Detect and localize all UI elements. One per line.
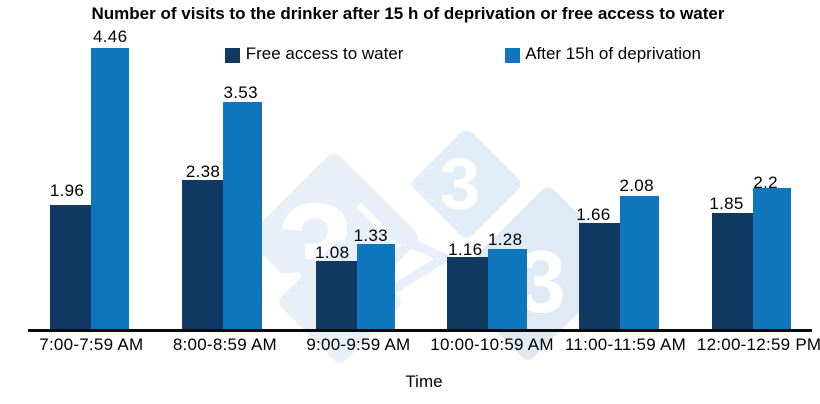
svg-text:3: 3 bbox=[440, 145, 480, 225]
